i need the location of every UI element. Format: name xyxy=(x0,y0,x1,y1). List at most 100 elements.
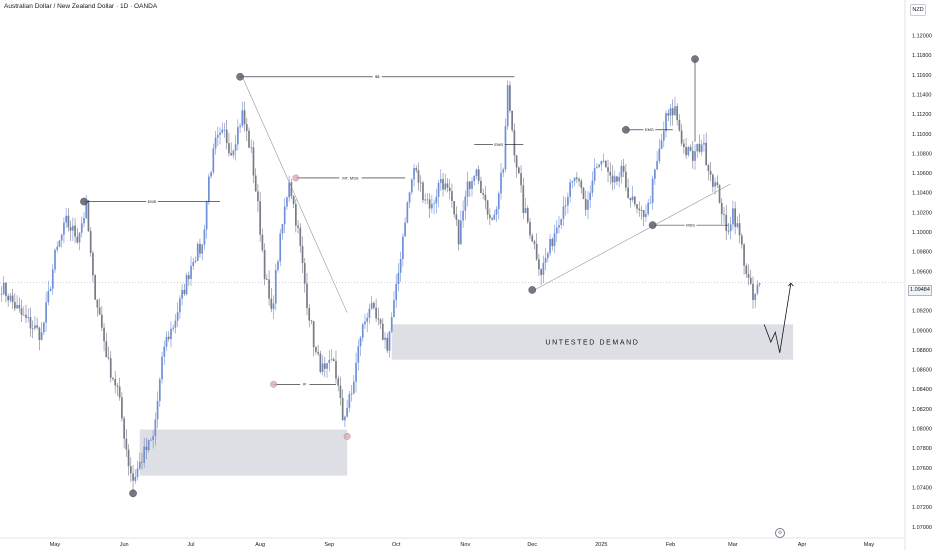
candle-body xyxy=(700,144,703,152)
candle-body xyxy=(228,143,230,154)
candle-body xyxy=(266,279,268,280)
candle-body xyxy=(736,223,739,227)
candle-body xyxy=(404,222,406,237)
y-tick-label: 1.09000 xyxy=(912,328,932,334)
candle-body xyxy=(520,173,522,186)
candle-body xyxy=(118,386,121,398)
candle-body xyxy=(248,130,250,148)
candle-body xyxy=(141,461,143,463)
candle-body xyxy=(484,194,487,201)
candle-body xyxy=(446,183,449,188)
candle-body xyxy=(712,174,714,187)
candle-body xyxy=(317,351,319,354)
y-tick-label: 1.10000 xyxy=(912,230,932,236)
candle-body xyxy=(582,187,585,200)
candle-body xyxy=(199,243,201,254)
candle-body xyxy=(464,196,467,211)
candle-body xyxy=(192,262,195,266)
candle-body xyxy=(633,196,636,205)
x-tick-label: Mar xyxy=(728,542,738,548)
candle-body xyxy=(497,193,500,210)
candle-body xyxy=(529,222,531,236)
candle-body xyxy=(225,129,228,144)
candle-body xyxy=(71,225,74,231)
candle-body xyxy=(310,320,313,322)
candle-body xyxy=(78,232,81,243)
candle-body xyxy=(257,191,259,202)
candle-body xyxy=(214,137,217,149)
candle-body xyxy=(473,175,476,182)
candle-body xyxy=(462,210,464,221)
y-tick-label: 1.12000 xyxy=(912,34,932,40)
candle-body xyxy=(321,363,324,372)
candle-body xyxy=(502,169,505,173)
pivot-marker xyxy=(528,286,537,294)
candle-body xyxy=(359,337,362,347)
y-tick-label: 1.08000 xyxy=(912,427,932,433)
candle-body xyxy=(263,250,266,280)
candle-body xyxy=(674,106,676,116)
candle-body xyxy=(573,177,576,181)
candle-body xyxy=(357,346,360,363)
candle-body xyxy=(687,147,690,156)
candle-body xyxy=(181,289,183,299)
candle-body xyxy=(645,214,647,217)
candle-body xyxy=(368,308,371,318)
projection-path xyxy=(763,283,792,353)
candle-body xyxy=(669,108,672,116)
candle-body xyxy=(163,346,166,357)
candle-body xyxy=(352,381,355,394)
candle-body xyxy=(201,244,204,254)
candle-body xyxy=(339,385,342,398)
candle-body xyxy=(210,172,212,177)
y-tick-label: 1.08200 xyxy=(912,407,932,413)
x-tick-label: Dec xyxy=(527,542,537,548)
candle-body xyxy=(495,209,498,215)
y-tick-label: 1.08400 xyxy=(912,387,932,393)
candle-body xyxy=(161,356,163,380)
candle-body xyxy=(129,466,132,474)
candle-body xyxy=(656,161,658,170)
demand-zone xyxy=(391,324,794,360)
candle-body xyxy=(627,187,629,199)
candle-body xyxy=(725,214,728,231)
candle-body xyxy=(223,129,226,131)
x-tick-label: Jun xyxy=(120,542,129,548)
x-tick-label: Aug xyxy=(255,542,265,548)
candle-body xyxy=(29,317,32,329)
candle-body xyxy=(709,170,712,175)
candle-body xyxy=(468,181,471,189)
candle-body xyxy=(651,178,654,203)
zone-label: UNTESTED DEMAND xyxy=(545,340,639,347)
candle-body xyxy=(60,234,63,241)
candle-body xyxy=(471,181,473,189)
candle-body xyxy=(297,225,299,228)
candle-body xyxy=(567,196,569,206)
currency-badge[interactable]: NZD xyxy=(910,4,926,16)
level-label: MSS xyxy=(686,223,695,228)
level-label-bg xyxy=(146,199,158,205)
candle-body xyxy=(399,259,402,273)
candle-body xyxy=(147,439,150,451)
candle-body xyxy=(658,148,661,162)
candle-body xyxy=(145,446,148,451)
candle-body xyxy=(493,214,496,220)
x-tick-label: Feb xyxy=(666,542,675,548)
candle-body xyxy=(194,260,197,263)
y-tick-label: 1.10600 xyxy=(912,171,932,177)
candle-body xyxy=(165,336,168,347)
level-label-bg xyxy=(300,381,310,387)
level-label-bg xyxy=(372,74,382,80)
candle-body xyxy=(348,394,351,408)
candle-body xyxy=(578,178,580,181)
chart-settings-icon[interactable]: ⚙ xyxy=(775,528,785,538)
candle-body xyxy=(442,179,444,190)
candle-body xyxy=(616,176,618,182)
candle-body xyxy=(540,269,542,275)
candle-body xyxy=(283,206,286,225)
level-label: MT. MSS xyxy=(342,175,359,180)
candle-body xyxy=(384,337,386,340)
candle-body xyxy=(480,180,482,194)
candle-body xyxy=(738,223,741,236)
